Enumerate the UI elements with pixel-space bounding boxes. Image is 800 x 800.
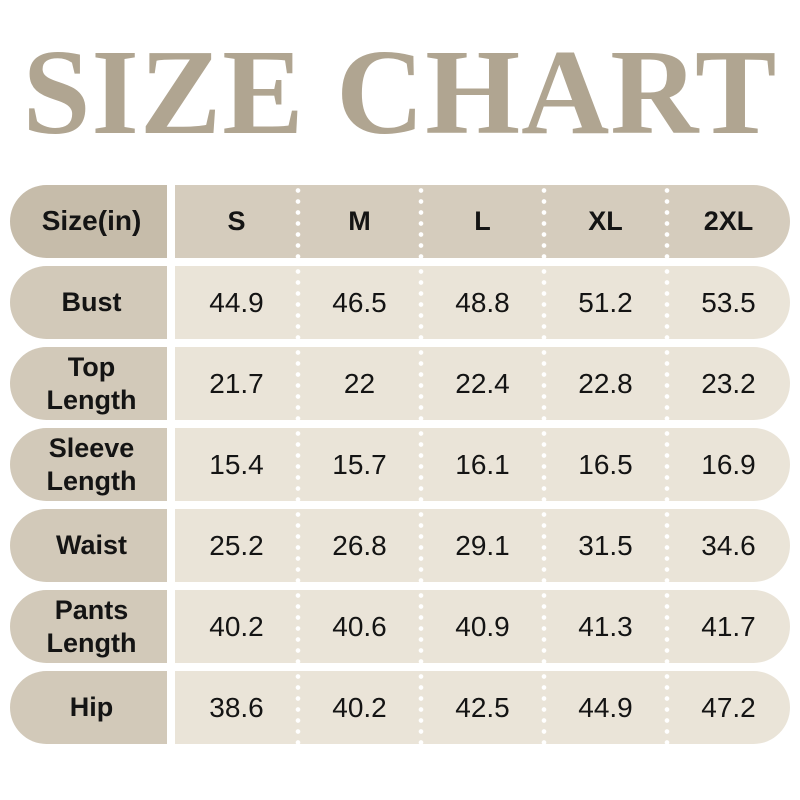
value-cell: 16.9 <box>667 428 790 501</box>
column-header-2xl: 2XL <box>667 185 790 258</box>
table-row-waist: Waist 25.2 26.8 29.1 31.5 34.6 <box>10 509 790 582</box>
value-cell: 23.2 <box>667 347 790 420</box>
row-values: 44.9 46.5 48.8 51.2 53.5 <box>175 266 790 339</box>
value-cell: 41.7 <box>667 590 790 663</box>
value-cell: 22.4 <box>421 347 547 420</box>
value-cell: 40.6 <box>298 590 424 663</box>
value-cell: 40.2 <box>175 590 301 663</box>
value-cell: 47.2 <box>667 671 790 744</box>
value-cell: 25.2 <box>175 509 301 582</box>
value-cell: 21.7 <box>175 347 301 420</box>
row-values: 21.7 22 22.4 22.8 23.2 <box>175 347 790 420</box>
page-title: SIZE CHART <box>22 25 778 160</box>
value-cell: 22 <box>298 347 424 420</box>
row-values: 15.4 15.7 16.1 16.5 16.9 <box>175 428 790 501</box>
value-cell: 40.9 <box>421 590 547 663</box>
row-values: 25.2 26.8 29.1 31.5 34.6 <box>175 509 790 582</box>
header-columns: S M L XL 2XL <box>175 185 790 258</box>
column-header-l: L <box>421 185 547 258</box>
value-cell: 29.1 <box>421 509 547 582</box>
value-cell: 44.9 <box>175 266 301 339</box>
value-cell: 48.8 <box>421 266 547 339</box>
value-cell: 15.4 <box>175 428 301 501</box>
column-header-m: M <box>298 185 424 258</box>
value-cell: 26.8 <box>298 509 424 582</box>
table-row-top-length: Top Length 21.7 22 22.4 22.8 23.2 <box>10 347 790 420</box>
value-cell: 16.1 <box>421 428 547 501</box>
row-label: Waist <box>10 509 167 582</box>
table-row-pants-length: Pants Length 40.2 40.6 40.9 41.3 41.7 <box>10 590 790 663</box>
value-cell: 40.2 <box>298 671 424 744</box>
value-cell: 15.7 <box>298 428 424 501</box>
row-values: 40.2 40.6 40.9 41.3 41.7 <box>175 590 790 663</box>
table-row-bust: Bust 44.9 46.5 48.8 51.2 53.5 <box>10 266 790 339</box>
value-cell: 46.5 <box>298 266 424 339</box>
row-label: Bust <box>10 266 167 339</box>
row-label: Top Length <box>10 347 167 420</box>
header-unit-cell: Size(in) <box>10 185 167 258</box>
value-cell: 41.3 <box>544 590 670 663</box>
value-cell: 42.5 <box>421 671 547 744</box>
value-cell: 22.8 <box>544 347 670 420</box>
value-cell: 44.9 <box>544 671 670 744</box>
table-row-sleeve-length: Sleeve Length 15.4 15.7 16.1 16.5 16.9 <box>10 428 790 501</box>
value-cell: 51.2 <box>544 266 670 339</box>
row-label: Hip <box>10 671 167 744</box>
row-label: Pants Length <box>10 590 167 663</box>
size-table: Size(in) S M L XL 2XL Bust 44.9 46.5 48.… <box>10 185 790 752</box>
value-cell: 38.6 <box>175 671 301 744</box>
table-row-hip: Hip 38.6 40.2 42.5 44.9 47.2 <box>10 671 790 744</box>
column-header-s: S <box>175 185 301 258</box>
row-values: 38.6 40.2 42.5 44.9 47.2 <box>175 671 790 744</box>
value-cell: 31.5 <box>544 509 670 582</box>
row-label: Sleeve Length <box>10 428 167 501</box>
table-header-row: Size(in) S M L XL 2XL <box>10 185 790 258</box>
column-header-xl: XL <box>544 185 670 258</box>
value-cell: 53.5 <box>667 266 790 339</box>
value-cell: 16.5 <box>544 428 670 501</box>
value-cell: 34.6 <box>667 509 790 582</box>
